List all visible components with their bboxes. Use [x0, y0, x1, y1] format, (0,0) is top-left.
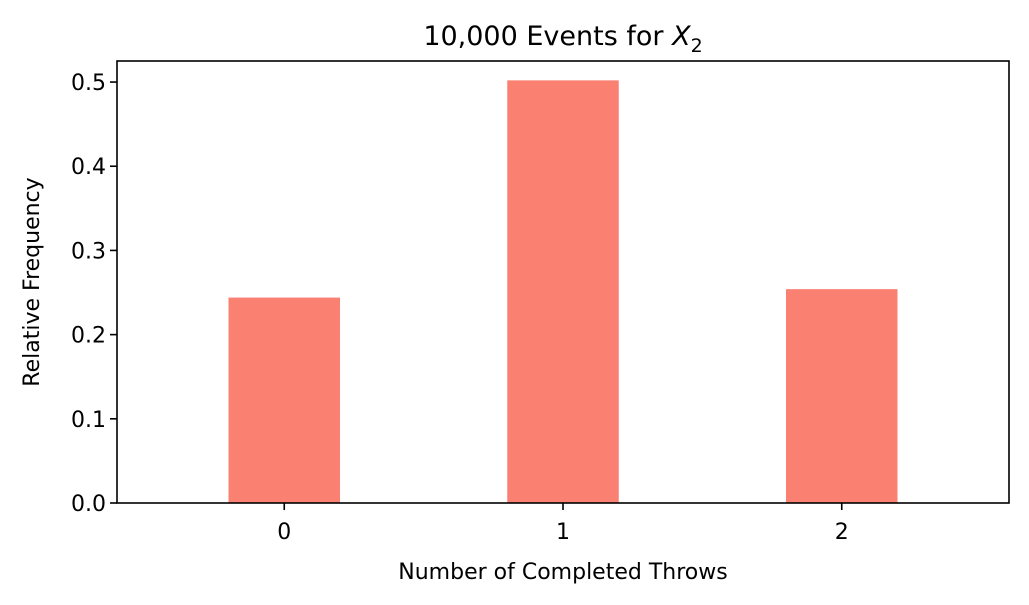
y-tick-label: 0.4 [71, 155, 106, 180]
y-tick-label: 0.2 [71, 324, 106, 349]
chart-title: 10,000 Events for X2 [423, 21, 702, 57]
y-tick-label: 0.0 [71, 492, 106, 517]
x-axis-ticks: 0 1 2 [277, 503, 849, 545]
y-axis-ticks: 0.0 0.1 0.2 0.3 0.4 0.5 [71, 71, 117, 517]
x-axis-label: Number of Completed Throws [398, 560, 727, 585]
chart-title-variable: X [670, 21, 691, 52]
x-tick-label: 1 [556, 520, 570, 545]
y-tick-label: 0.1 [71, 408, 106, 433]
x-tick-label: 0 [277, 520, 291, 545]
x-tick-label: 2 [835, 520, 849, 545]
chart-title-text: 10,000 Events for [423, 21, 672, 52]
bars-group [228, 80, 898, 504]
bar-2 [786, 289, 898, 503]
plot-frame [116, 60, 1010, 504]
bar-1 [507, 80, 619, 504]
y-axis-label: Relative Frequency [20, 177, 45, 386]
y-tick-label: 0.5 [71, 71, 106, 96]
y-tick-label: 0.3 [71, 239, 106, 264]
chart-title-subscript: 2 [691, 35, 703, 57]
bar-0 [228, 297, 340, 503]
